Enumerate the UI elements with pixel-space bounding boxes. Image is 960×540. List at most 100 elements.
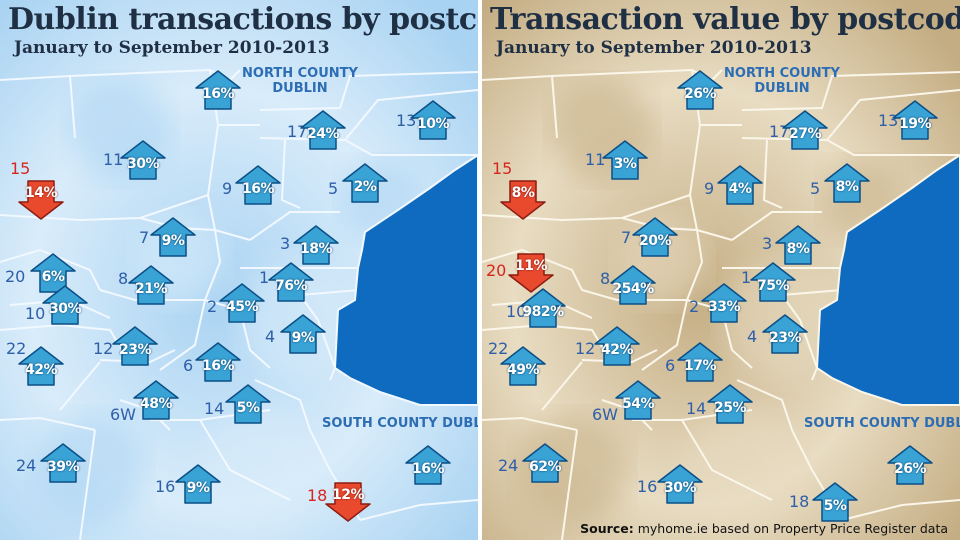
district-change-badge: 18% — [293, 225, 339, 265]
district-label: 1 — [259, 268, 270, 287]
district-change-badge: 982% — [520, 288, 566, 328]
district-change-badge: 42% — [594, 326, 640, 366]
percent-change: 30% — [663, 480, 697, 496]
district-boundary — [762, 139, 783, 209]
arrow-up-icon — [762, 314, 808, 354]
percent-change: 62% — [528, 459, 562, 475]
percent-change: 4% — [728, 181, 752, 197]
percent-change: 48% — [139, 396, 173, 412]
district-change-badge: 24% — [300, 110, 346, 150]
district-label: 16 — [155, 477, 176, 496]
district-change-badge: 2% — [342, 163, 388, 203]
district-label: 5 — [328, 179, 339, 198]
district-label: 18 — [307, 486, 328, 505]
district-boundary — [781, 294, 819, 381]
arrow-up-icon — [520, 288, 566, 328]
dublin-bay — [815, 153, 960, 406]
percent-change: 982% — [522, 304, 564, 320]
district-boundary — [581, 349, 658, 364]
district-label: 7 — [139, 228, 150, 247]
district-change-badge: 12% — [325, 482, 371, 522]
arrow-up-icon — [112, 326, 158, 366]
percent-change: 18% — [299, 241, 333, 257]
percent-change: 10% — [416, 116, 450, 132]
arrow-up-icon — [707, 384, 753, 424]
district-change-badge: 33% — [701, 283, 747, 323]
arrow-up-icon — [410, 100, 456, 140]
arrow-up-icon — [280, 314, 326, 354]
percent-change: 12% — [331, 487, 365, 503]
district-boundary — [59, 361, 101, 411]
percent-change: 27% — [788, 126, 822, 142]
district-change-badge: 42% — [18, 346, 64, 386]
percent-change: 16% — [201, 358, 235, 374]
district-boundary — [79, 429, 96, 540]
district-change-badge: 6% — [30, 253, 76, 293]
percent-change: 9% — [291, 330, 315, 346]
district-change-badge: 11% — [508, 253, 554, 293]
district-label: 6W — [592, 405, 618, 424]
district-boundary — [736, 379, 793, 431]
percent-change: 20% — [638, 233, 672, 249]
region-north-county-dublin: NORTH COUNTY DUBLIN — [724, 66, 840, 96]
district-boundary — [259, 71, 478, 111]
district-change-badge: 23% — [762, 314, 808, 354]
district-change-badge: 10% — [410, 100, 456, 140]
map-title: Dublin transactions by postcode — [8, 2, 478, 37]
arrow-up-icon — [677, 342, 723, 382]
district-label: 11 — [103, 150, 124, 169]
district-label: 20 — [486, 261, 507, 280]
percent-change: 3% — [613, 156, 637, 172]
arrow-up-icon — [342, 163, 388, 203]
district-change-badge: 30% — [42, 285, 88, 325]
percent-change: 16% — [201, 86, 235, 102]
district-change-badge: 27% — [782, 110, 828, 150]
district-boundary — [741, 71, 960, 111]
arrow-up-icon — [824, 163, 870, 203]
district-label: 8 — [118, 269, 129, 288]
district-change-badge: 4% — [717, 165, 763, 205]
district-change-badge: 9% — [175, 464, 221, 504]
percent-change: 23% — [118, 342, 152, 358]
percent-change: 42% — [24, 362, 58, 378]
arrow-up-icon — [812, 482, 858, 522]
district-boundary — [249, 211, 340, 241]
district-change-badge: 5% — [225, 384, 271, 424]
percent-change: 39% — [46, 459, 80, 475]
district-change-badge: 26% — [677, 70, 723, 110]
district-label: 22 — [6, 339, 27, 358]
district-label: 8 — [600, 269, 611, 288]
percent-change: 8% — [835, 179, 859, 195]
district-change-badge: 16% — [195, 70, 241, 110]
district-label: 2 — [207, 297, 218, 316]
district-boundary — [731, 211, 822, 241]
district-change-badge: 39% — [40, 443, 86, 483]
percent-change: 26% — [683, 86, 717, 102]
dublin-bay — [333, 153, 478, 406]
arrow-up-icon — [120, 140, 166, 180]
percent-change: 5% — [823, 498, 847, 514]
district-change-badge: 9% — [150, 217, 196, 257]
district-change-badge: 62% — [522, 443, 568, 483]
arrow-up-icon — [594, 326, 640, 366]
district-label: 22 — [488, 339, 509, 358]
district-boundary — [681, 419, 773, 501]
district-change-badge: 25% — [707, 384, 753, 424]
arrow-up-icon — [18, 346, 64, 386]
arrow-up-icon — [128, 265, 174, 305]
district-boundary — [299, 294, 337, 381]
arrow-up-icon — [717, 165, 763, 205]
district-label: 3 — [762, 234, 773, 253]
percent-change: 8% — [511, 185, 535, 201]
district-boundary — [541, 361, 583, 411]
percent-change: 75% — [756, 278, 790, 294]
district-change-badge: 19% — [892, 100, 938, 140]
percent-change: 54% — [621, 396, 655, 412]
district-change-badge: 54% — [615, 380, 661, 420]
district-label: 1 — [741, 268, 752, 287]
arrow-up-icon — [775, 225, 821, 265]
district-change-badge: 254% — [610, 265, 656, 305]
arrow-up-icon — [300, 110, 346, 150]
district-label: 10 — [506, 302, 527, 321]
percent-change: 42% — [600, 342, 634, 358]
